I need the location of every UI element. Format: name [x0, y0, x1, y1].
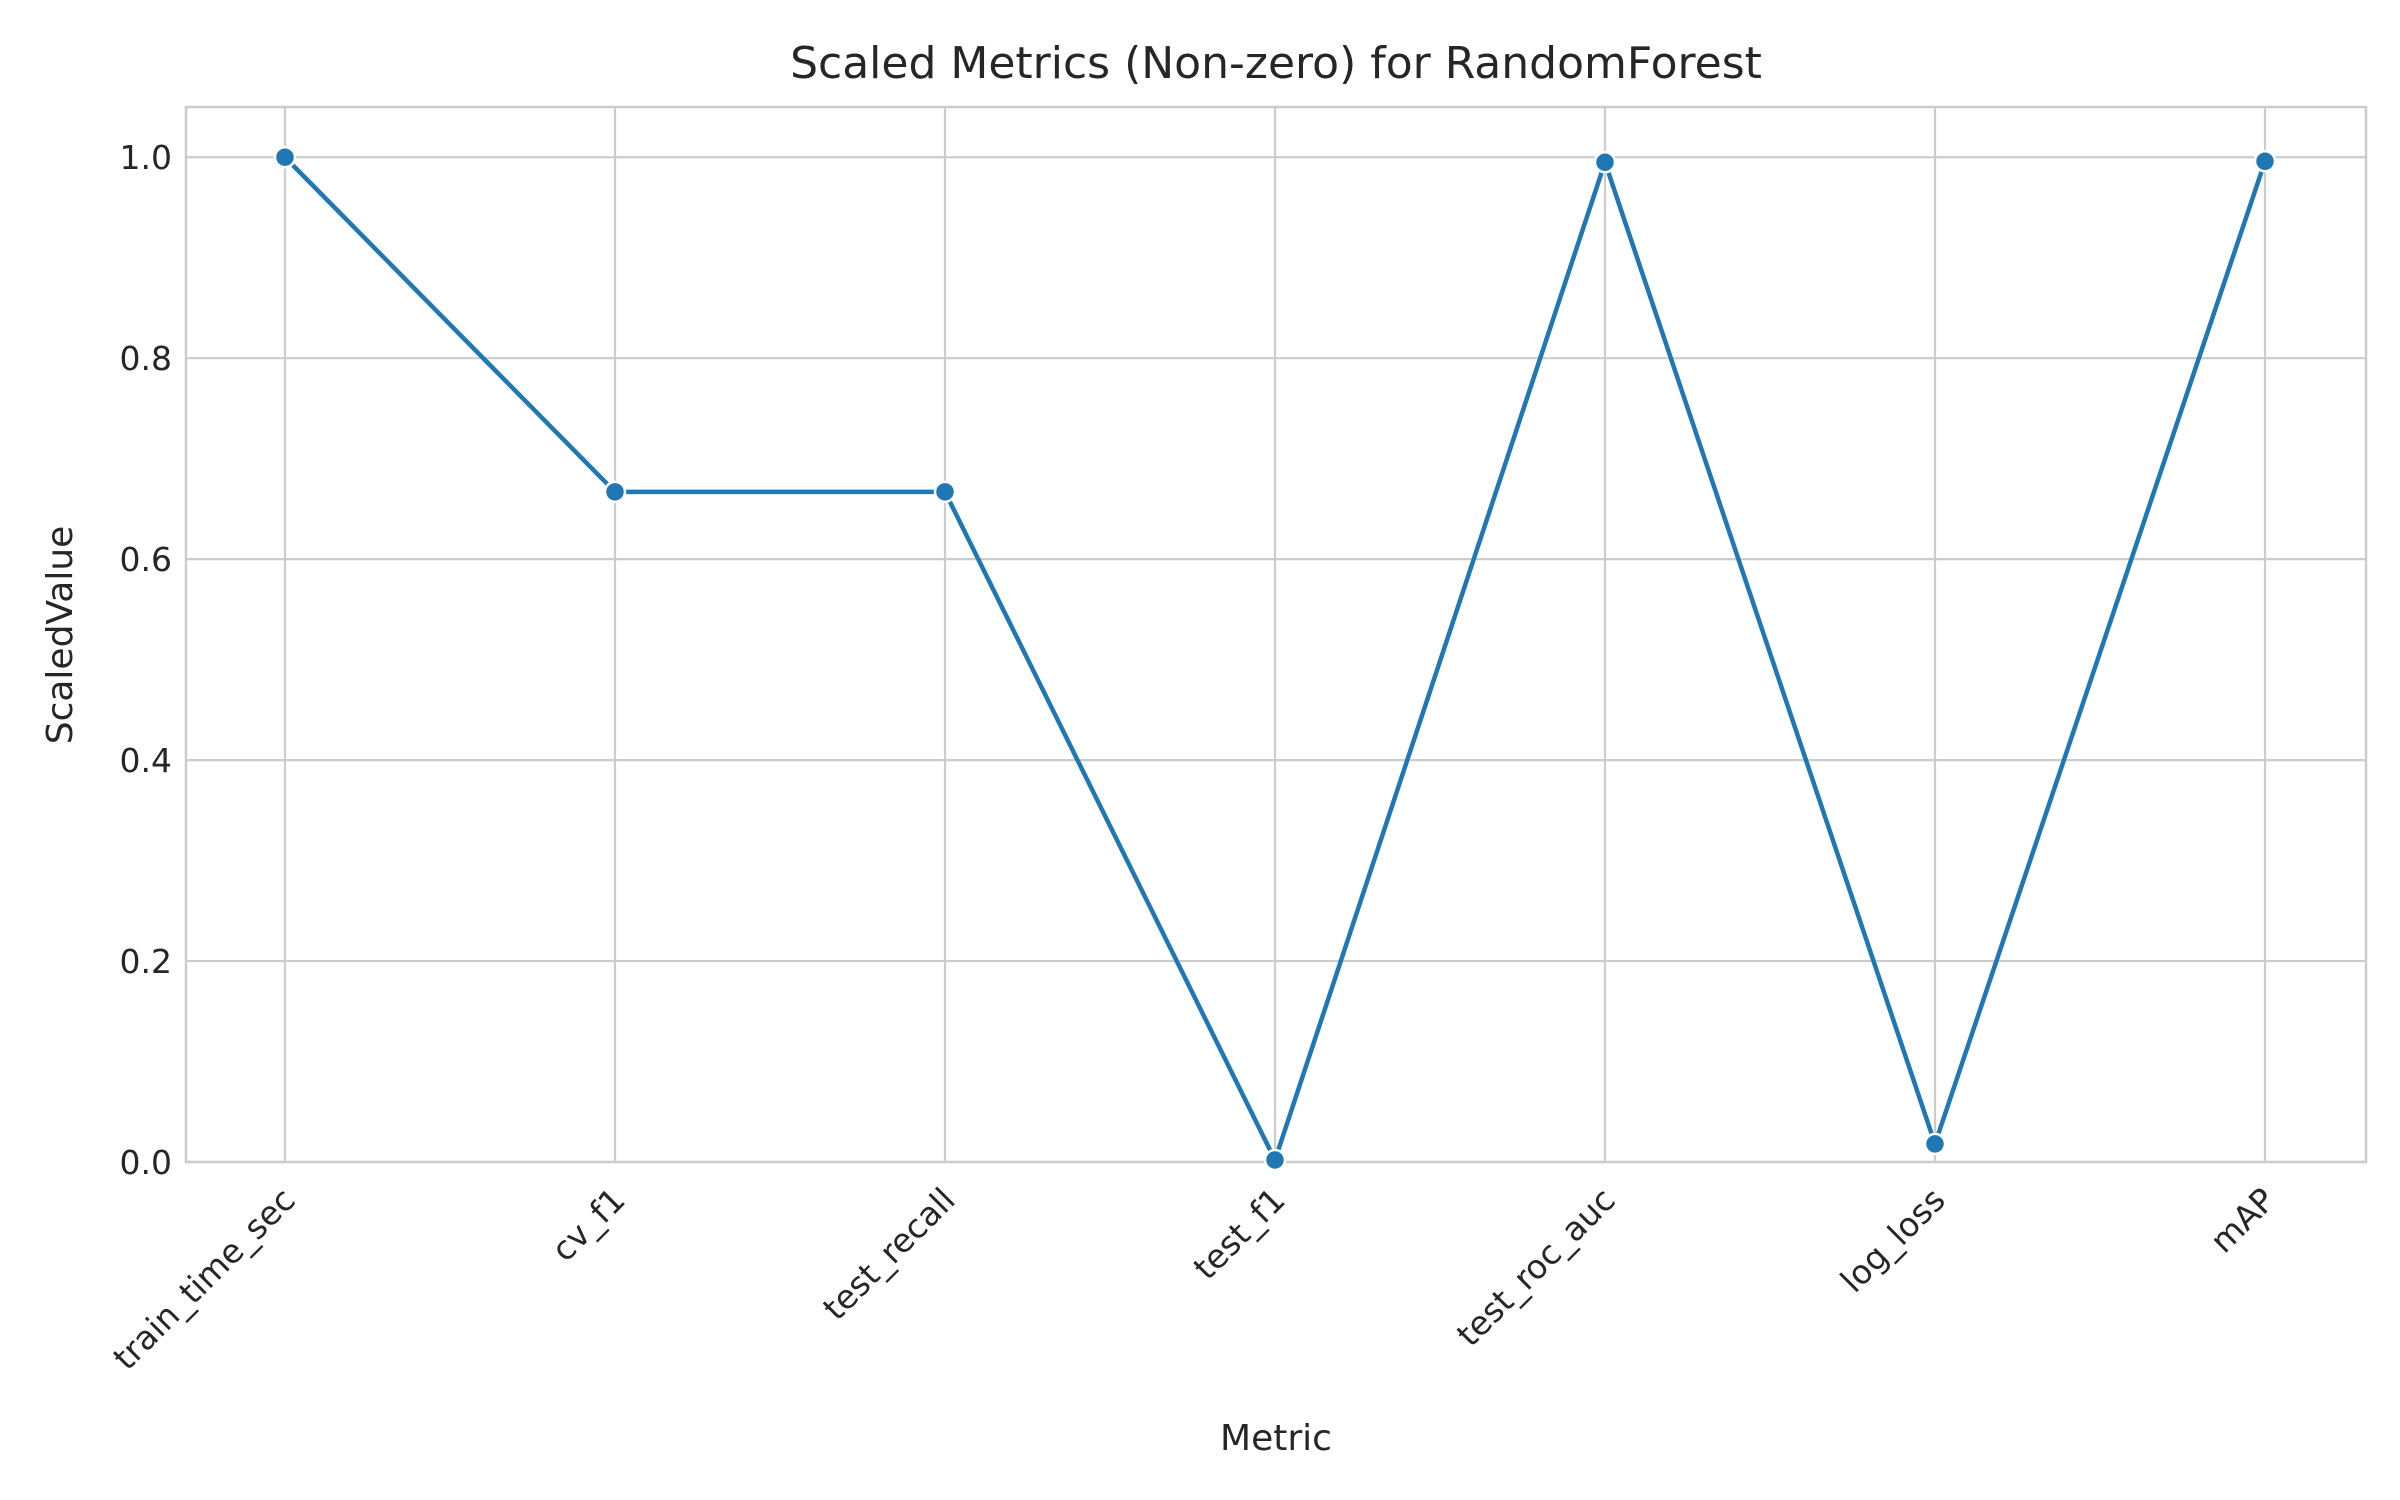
- y-tick-label: 1.0: [120, 138, 172, 177]
- y-tick-label: 0.2: [120, 942, 172, 981]
- data-point: [933, 480, 957, 504]
- data-point: [2253, 150, 2277, 173]
- data-point: [273, 145, 297, 169]
- x-axis-label: Metric: [1220, 1418, 1332, 1459]
- y-axis-label: ScaledValue: [40, 526, 81, 745]
- data-point: [603, 480, 627, 504]
- chart-title: Scaled Metrics (Non-zero) for RandomFore…: [790, 38, 1762, 89]
- series-layer: [273, 145, 2277, 1172]
- y-tick-label: 0.0: [120, 1143, 172, 1182]
- grid-lines: [186, 107, 2366, 1164]
- y-tick-label: 0.6: [120, 540, 172, 579]
- y-tick-label: 0.4: [120, 741, 172, 780]
- data-point: [1263, 1148, 1287, 1172]
- data-point: [1593, 151, 1617, 174]
- data-point: [1923, 1132, 1947, 1156]
- y-tick-label: 0.8: [120, 339, 172, 378]
